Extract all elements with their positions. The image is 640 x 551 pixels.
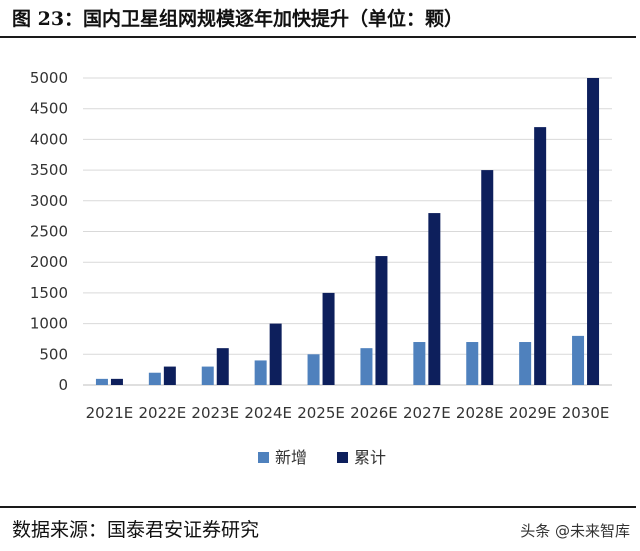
x-tick-label: 2030E <box>562 404 610 422</box>
watermark: 头条 @未来智库 <box>520 522 630 540</box>
x-tick-label: 2025E <box>297 404 345 422</box>
bar-cumulative-2026E <box>375 256 388 385</box>
chart-title: 图 23：国内卫星组网规模逐年加快提升（单位：颗） <box>12 8 464 30</box>
x-tick-label: 2023E <box>191 404 239 422</box>
bar-new-2030E <box>572 335 585 385</box>
bar-cumulative-2028E <box>481 170 494 385</box>
y-tick-label: 3000 <box>30 192 68 210</box>
x-tick-label: 2024E <box>244 404 292 422</box>
bar-new-2027E <box>413 342 426 385</box>
y-tick-label: 0 <box>58 376 68 394</box>
x-axis: 2021E 2022E 2023E 2024E 2025E 2026E 2027E 2028E… <box>86 404 610 422</box>
y-tick-label: 3500 <box>30 161 68 179</box>
y-axis: 0 500 1000 1500 2000 2500 3000 3500 4000 4500 5000 <box>30 69 68 394</box>
bar-new-2022E <box>148 372 161 385</box>
y-tick-label: 1000 <box>30 315 68 333</box>
bar-chart: 0 500 1000 1500 2000 2500 3000 3500 4000 4500 5000… <box>30 69 612 467</box>
x-tick-label: 2022E <box>139 404 187 422</box>
bar-new-2028E <box>466 342 479 385</box>
bar-new-2021E <box>95 378 108 385</box>
bottom-rule <box>0 506 636 508</box>
bar-new-2025E <box>307 354 320 385</box>
bar-cumulative-2021E <box>110 378 123 385</box>
bar-new-2029E <box>519 342 532 385</box>
bar-new-2023E <box>201 366 214 385</box>
bar-new-2026E <box>360 348 373 385</box>
x-tick-label: 2028E <box>456 404 504 422</box>
top-rule <box>0 36 636 38</box>
source-note: 数据来源：国泰君安证券研究 <box>12 519 260 541</box>
bar-cumulative-2029E <box>534 127 547 386</box>
gridlines <box>83 77 612 386</box>
x-tick-label: 2029E <box>509 404 557 422</box>
y-tick-label: 5000 <box>30 69 68 87</box>
y-tick-label: 4500 <box>30 100 68 118</box>
bar-cumulative-2030E <box>587 78 600 385</box>
bar-new-2024E <box>254 360 267 385</box>
legend: 新增 累计 <box>258 448 386 467</box>
legend-label: 累计 <box>354 448 386 467</box>
bar-cumulative-2022E <box>163 366 176 385</box>
bar-cumulative-2023E <box>216 348 229 385</box>
bar-cumulative-2027E <box>428 213 441 385</box>
y-tick-label: 500 <box>39 345 68 363</box>
y-tick-label: 1500 <box>30 284 68 302</box>
legend-swatch <box>258 452 269 463</box>
y-tick-label: 2500 <box>30 223 68 241</box>
bar-cumulative-2024E <box>269 323 282 385</box>
x-tick-label: 2021E <box>86 404 134 422</box>
x-tick-label: 2027E <box>403 404 451 422</box>
bar-cumulative-2025E <box>322 292 335 385</box>
x-tick-label: 2026E <box>350 404 398 422</box>
y-tick-label: 4000 <box>30 130 68 148</box>
legend-label: 新增 <box>275 448 307 467</box>
y-tick-label: 2000 <box>30 253 68 271</box>
legend-swatch <box>337 452 348 463</box>
bars <box>95 78 600 386</box>
